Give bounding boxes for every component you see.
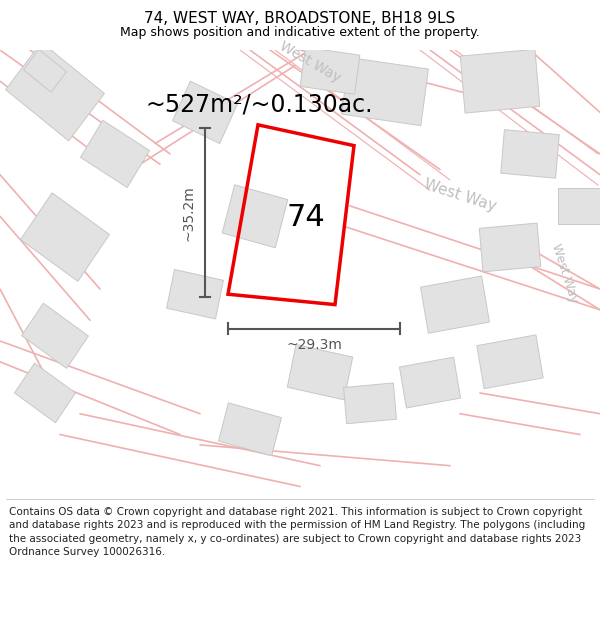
Polygon shape (222, 185, 288, 248)
Polygon shape (20, 192, 109, 281)
Polygon shape (501, 130, 559, 178)
Text: 74, WEST WAY, BROADSTONE, BH18 9LS: 74, WEST WAY, BROADSTONE, BH18 9LS (145, 11, 455, 26)
Polygon shape (400, 357, 461, 408)
Polygon shape (287, 344, 353, 400)
Polygon shape (341, 58, 428, 126)
Polygon shape (5, 42, 104, 141)
Text: ~527m²/~0.130ac.: ~527m²/~0.130ac. (145, 92, 373, 116)
Text: West Way: West Way (422, 177, 498, 214)
Polygon shape (344, 383, 397, 424)
Polygon shape (460, 49, 540, 113)
Polygon shape (218, 403, 281, 456)
Polygon shape (557, 188, 600, 224)
Text: Map shows position and indicative extent of the property.: Map shows position and indicative extent… (120, 26, 480, 39)
Text: 74: 74 (286, 203, 325, 232)
Polygon shape (23, 49, 67, 92)
Polygon shape (421, 276, 490, 333)
Polygon shape (477, 335, 543, 389)
Polygon shape (80, 120, 149, 188)
Text: West Way: West Way (550, 242, 581, 305)
Text: ~35.2m: ~35.2m (182, 185, 196, 241)
Polygon shape (22, 303, 88, 368)
Polygon shape (300, 48, 360, 94)
Polygon shape (173, 81, 238, 144)
Text: West Way: West Way (277, 39, 343, 86)
Polygon shape (167, 269, 223, 319)
Text: Contains OS data © Crown copyright and database right 2021. This information is : Contains OS data © Crown copyright and d… (9, 507, 585, 557)
Text: ~29.3m: ~29.3m (286, 338, 342, 352)
Polygon shape (479, 223, 541, 272)
Polygon shape (14, 363, 76, 423)
